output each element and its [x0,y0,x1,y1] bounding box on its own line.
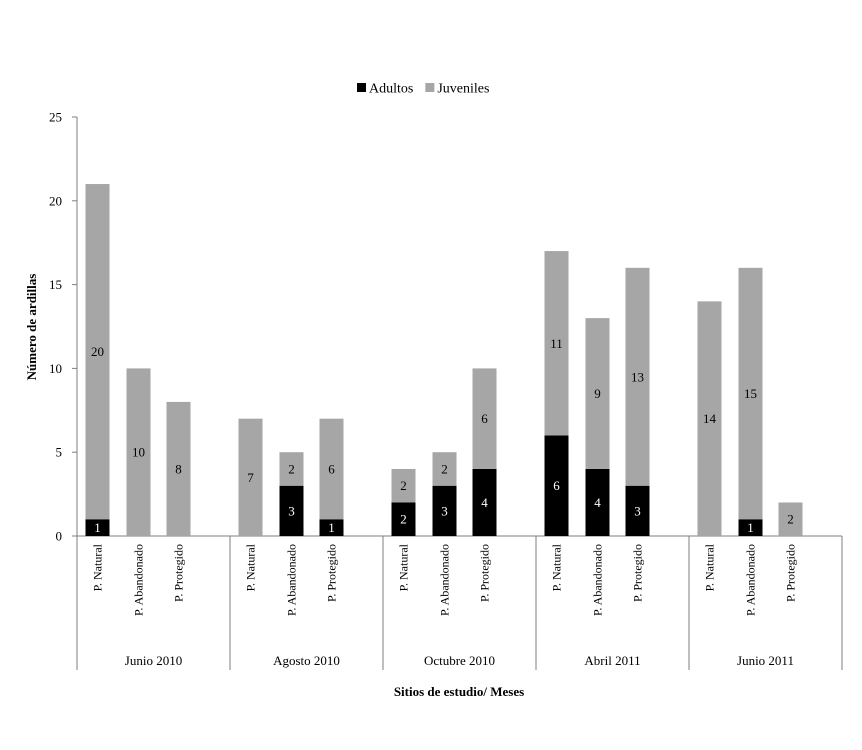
data-label-juveniles: 11 [550,336,563,351]
x-group-label: Junio 2011 [737,653,794,668]
legend-swatch-2 [425,83,435,92]
legend-swatch-1 [357,83,366,92]
bar-juveniles [166,401,191,536]
data-label-juveniles: 6 [481,411,488,426]
data-label-juveniles: 2 [787,512,794,527]
x-tick-label: P. Protegido [325,544,339,602]
bar-juveniles [544,251,569,436]
y-tick-label: 15 [49,277,62,292]
data-label-adultos: 4 [481,495,488,510]
bar-adultos [544,435,569,536]
x-tick-label: P. Natural [397,543,411,591]
bar-juveniles [585,318,610,469]
data-label-juveniles: 10 [132,445,145,460]
x-group-label: Agosto 2010 [273,653,340,668]
bar-adultos [585,468,610,536]
data-label-juveniles: 15 [744,386,757,401]
data-label-juveniles: 13 [631,369,644,384]
x-group-label: Octubre 2010 [424,653,495,668]
bar-adultos [472,468,497,536]
x-tick-label: P. Natural [703,543,717,591]
x-tick-label: P. Natural [550,543,564,591]
x-group-label: Abril 2011 [584,653,640,668]
data-label-juveniles: 9 [594,386,601,401]
y-tick-label: 25 [49,110,62,125]
x-tick-label: P. Protegido [478,544,492,602]
y-axis-title: Número de ardillas [24,274,39,381]
x-tick-label: P. Abandonado [132,544,146,616]
bar-juveniles [126,368,151,536]
bar-adultos [391,502,416,536]
legend-label-2: Juveniles [437,82,489,97]
bar-juveniles [778,502,803,536]
x-axis-title: Sitios de estudio/ Meses [394,684,524,699]
bar-juveniles [432,452,457,486]
data-label-adultos: 1 [328,520,335,535]
bar-juveniles [697,301,722,536]
x-group-label: Junio 2010 [125,653,182,668]
bar-adultos [738,519,763,536]
bar-juveniles [279,452,304,486]
bar-juveniles [319,418,344,520]
y-tick-label: 10 [49,361,62,376]
bar-juveniles [625,267,650,486]
legend-label-1: Adultos [369,82,413,97]
data-label-juveniles: 20 [91,344,104,359]
data-label-juveniles: 7 [247,470,254,485]
data-label-adultos: 1 [94,520,101,535]
x-tick-label: P. Natural [244,543,258,591]
bar-juveniles [391,468,416,503]
bar-juveniles [738,267,763,520]
data-label-adultos: 3 [634,503,641,518]
data-label-adultos: 4 [594,495,601,510]
x-tick-label: P. Abandonado [744,544,758,616]
data-label-adultos: 3 [441,503,448,518]
bar-juveniles [238,418,263,536]
data-label-juveniles: 2 [441,461,448,476]
bar-adultos [85,519,110,536]
data-label-juveniles: 6 [328,461,335,476]
data-label-adultos: 1 [747,520,754,535]
bar-adultos [625,485,650,536]
y-tick-label: 5 [56,445,63,460]
x-tick-label: P. Natural [91,543,105,591]
data-label-adultos: 6 [553,478,560,493]
data-label-juveniles: 2 [288,461,295,476]
data-label-juveniles: 8 [175,461,182,476]
x-tick-label: P. Abandonado [438,544,452,616]
bar-adultos [432,485,457,536]
bar-juveniles [85,184,110,520]
y-tick-label: 20 [49,193,62,208]
x-tick-label: P. Abandonado [285,544,299,616]
x-tick-label: P. Protegido [784,544,798,602]
data-label-adultos: 3 [288,503,295,518]
bar-juveniles [472,368,497,469]
x-tick-label: P. Protegido [631,544,645,602]
bar-adultos [319,519,344,536]
x-tick-label: P. Abandonado [591,544,605,616]
data-label-juveniles: 2 [400,478,407,493]
data-label-juveniles: 14 [703,411,717,426]
x-tick-label: P. Protegido [172,544,186,602]
bar-adultos [279,485,304,536]
y-tick-label: 0 [56,529,63,544]
data-label-adultos: 2 [400,512,407,527]
